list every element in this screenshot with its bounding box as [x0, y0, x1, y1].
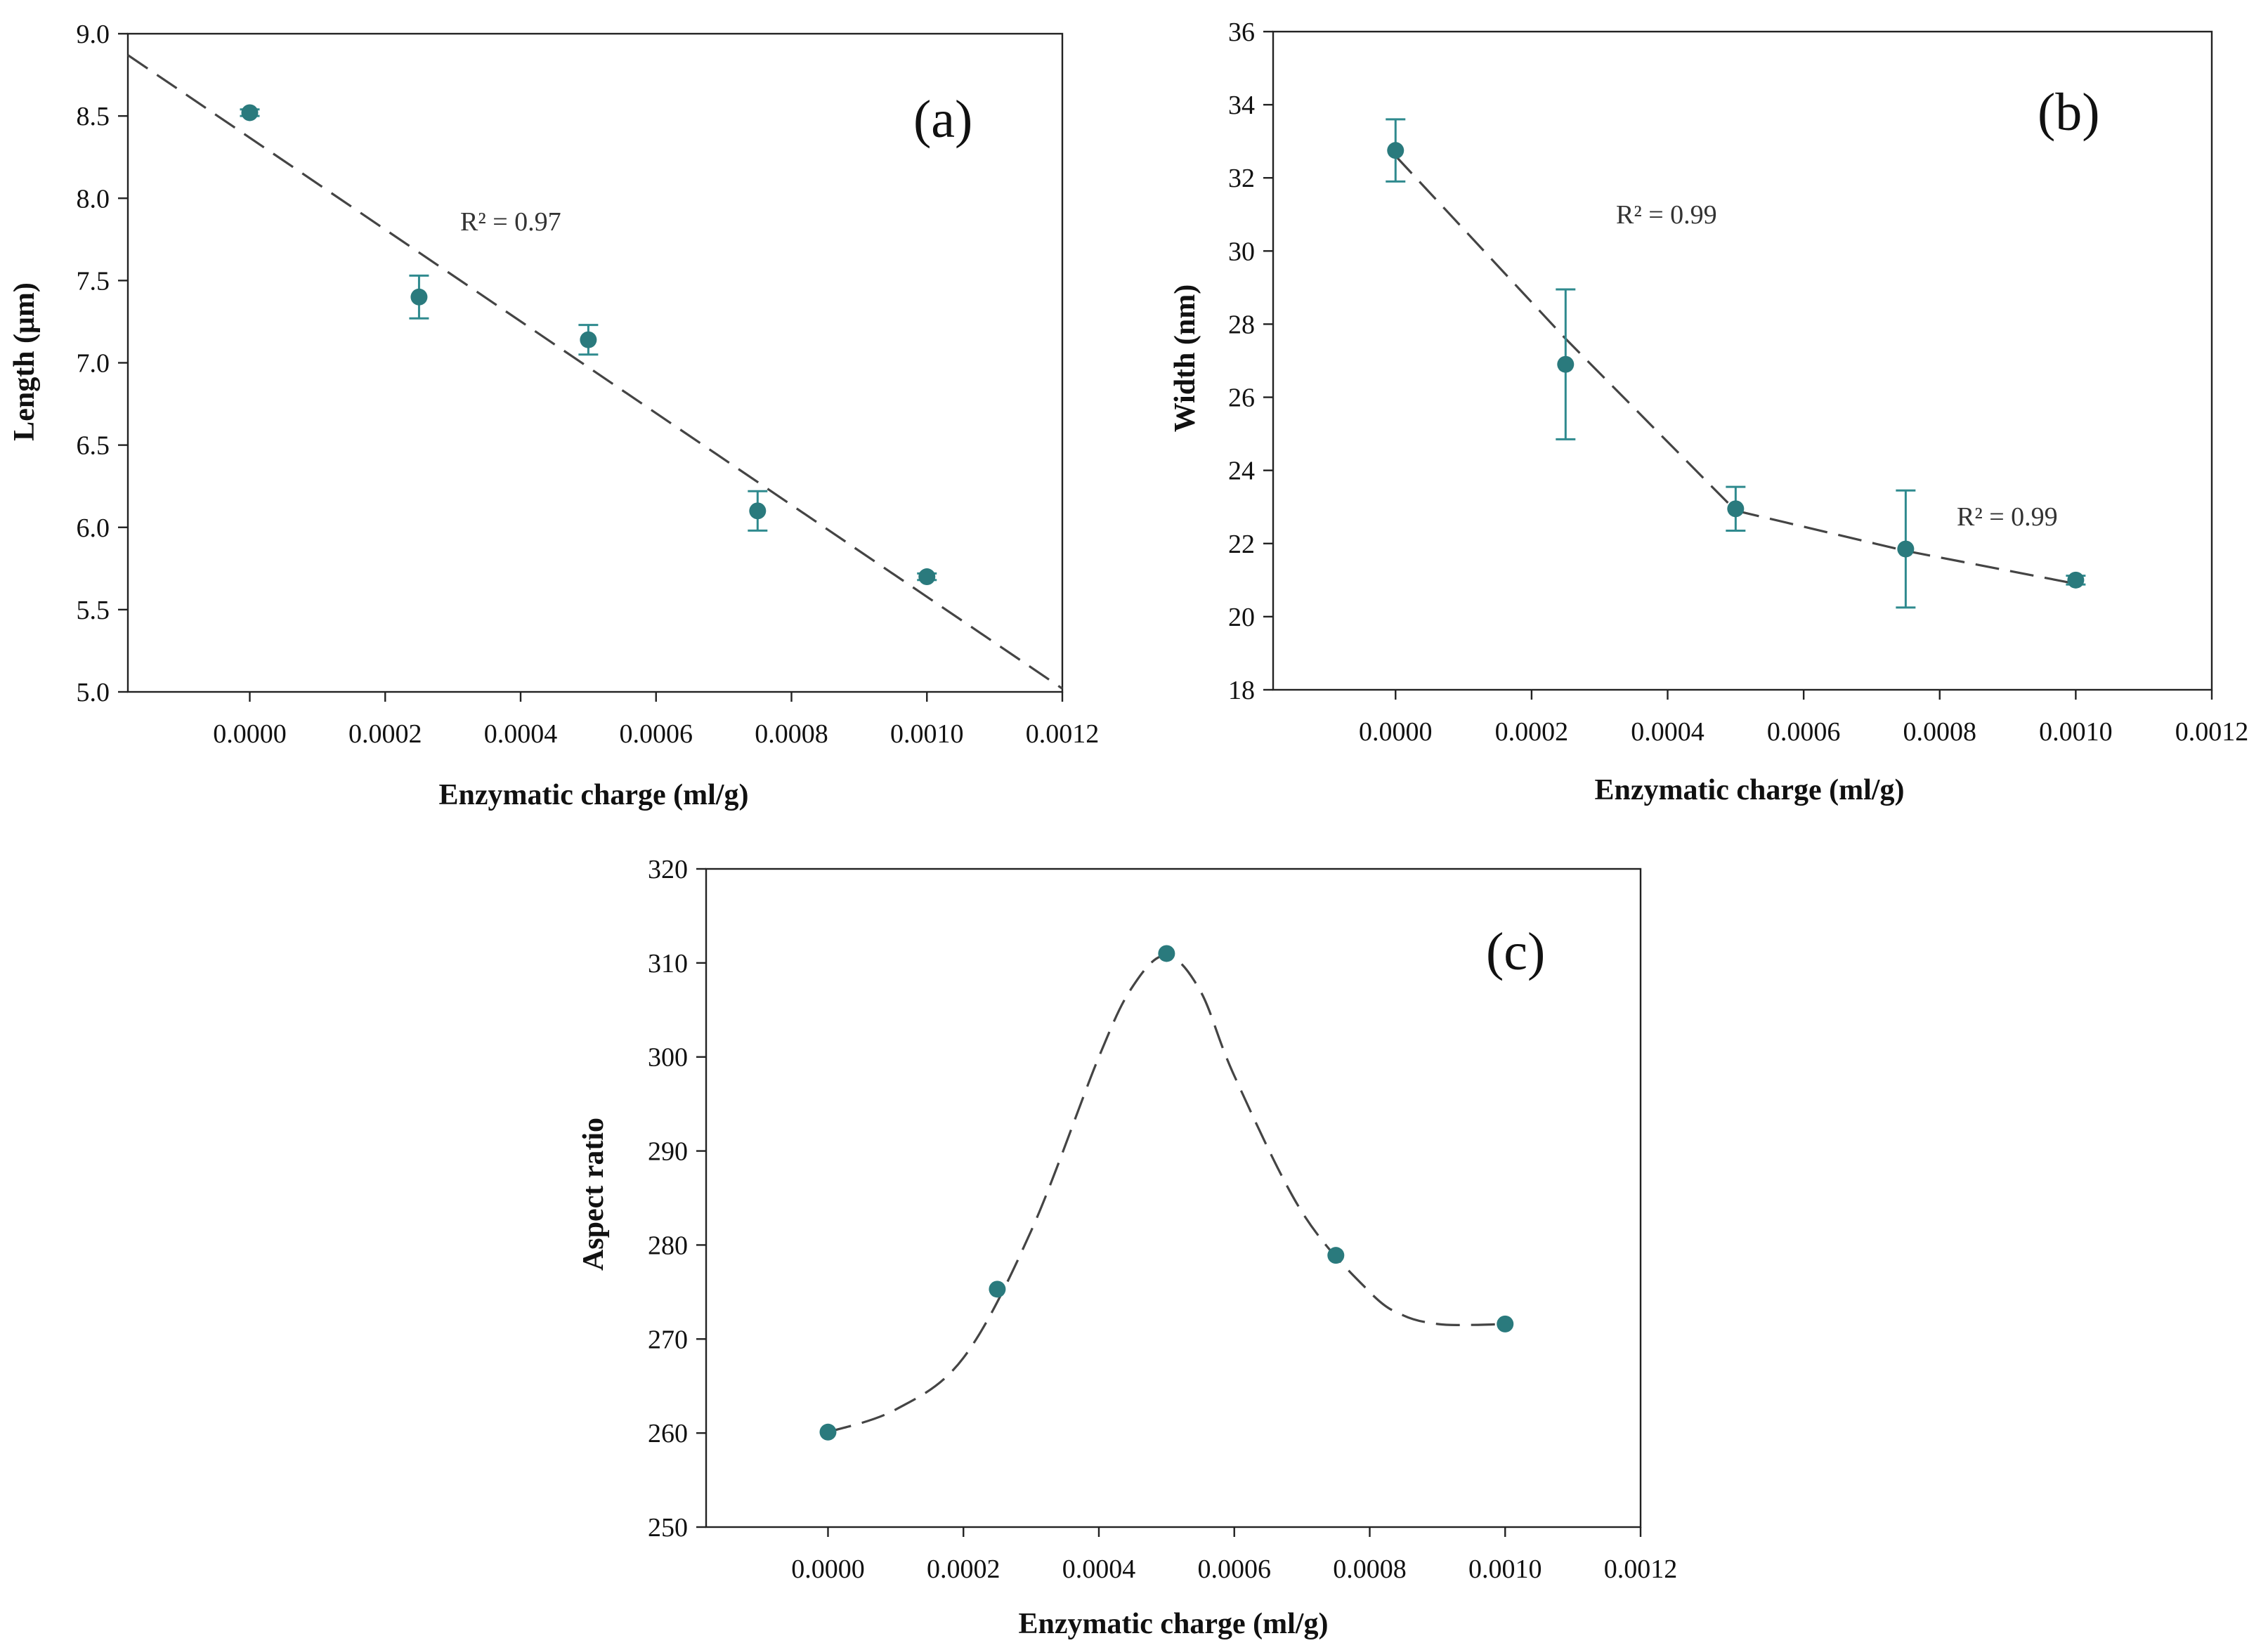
x-axis-title-c: Enzymatic charge (ml/g) [1019, 1608, 1329, 1640]
y-tick-label-c: 250 [648, 1513, 688, 1543]
data-point-b [1727, 500, 1745, 518]
y-axis-title-c: Aspect ratio [578, 1118, 610, 1271]
data-point-a [410, 288, 428, 306]
x-tick-label-b: 0.0006 [1767, 717, 1841, 747]
x-tick-label-a: 0.0008 [755, 719, 828, 749]
x-tick-label-a: 0.0002 [348, 719, 422, 749]
data-point-a [918, 568, 936, 586]
x-axis-title-b: Enzymatic charge (ml/g) [1595, 774, 1905, 806]
data-point-c [1158, 945, 1175, 962]
y-tick-label-c: 290 [648, 1137, 688, 1167]
data-point-a [749, 502, 767, 520]
x-tick-label-b: 0.0002 [1495, 717, 1569, 747]
data-point-b [1387, 142, 1405, 159]
x-tick-label-b: 0.0012 [2175, 717, 2249, 747]
data-point-c [1497, 1315, 1514, 1333]
data-point-b [1897, 540, 1915, 558]
x-tick-label-c: 0.0010 [1468, 1554, 1542, 1584]
y-tick-label-c: 260 [648, 1419, 688, 1448]
x-tick-label-c: 0.0006 [1197, 1554, 1271, 1584]
fit-line-b [1735, 509, 2076, 585]
data-point-c [1327, 1247, 1345, 1264]
y-tick-label-b: 22 [1228, 530, 1255, 559]
y-tick-label-b: 30 [1228, 237, 1255, 266]
x-tick-label-a: 0.0000 [213, 719, 287, 749]
y-tick-label-a: 8.0 [77, 184, 110, 214]
y-tick-label-b: 24 [1228, 457, 1255, 486]
y-tick-label-b: 28 [1228, 310, 1255, 339]
data-point-a [241, 104, 259, 122]
y-tick-label-c: 320 [648, 855, 688, 884]
data-point-c [989, 1281, 1006, 1298]
plot-frame-b [1272, 30, 2213, 691]
y-tick-label-a: 5.5 [77, 596, 110, 625]
r2-label-b-upper: R² = 0.99 [1616, 200, 1717, 230]
y-tick-label-a: 6.0 [77, 513, 110, 543]
x-tick-label-b: 0.0000 [1359, 717, 1433, 747]
x-tick-label-b: 0.0008 [1903, 717, 1977, 747]
y-axis-title-a: Length (μm) [8, 282, 41, 441]
y-tick-label-a: 9.0 [77, 20, 110, 49]
x-tick-label-a: 0.0006 [619, 719, 693, 749]
y-tick-label-c: 270 [648, 1325, 688, 1354]
x-tick-label-c: 0.0012 [1604, 1554, 1678, 1584]
data-point-b [2067, 571, 2085, 589]
y-tick-label-a: 7.5 [77, 266, 110, 296]
panel-label-a: (a) [913, 90, 972, 149]
chart-b: (b) R² = 0.99 R² = 0.99 Enzymatic charge… [1169, 18, 2248, 806]
data-point-a [580, 331, 597, 348]
y-tick-label-b: 32 [1228, 164, 1255, 193]
data-point-c [819, 1423, 837, 1441]
x-tick-label-b: 0.0004 [1631, 717, 1705, 747]
r2-label-a: R² = 0.97 [460, 207, 561, 237]
x-axis-title-a: Enzymatic charge (ml/g) [439, 779, 749, 811]
x-tick-label-a: 0.0004 [484, 719, 558, 749]
y-tick-label-a: 7.0 [77, 349, 110, 379]
y-tick-label-b: 20 [1228, 603, 1255, 632]
y-tick-label-b: 34 [1228, 91, 1255, 120]
plot-frame-c [705, 867, 1642, 1528]
data-point-b [1557, 355, 1575, 373]
y-tick-label-a: 6.5 [77, 431, 110, 461]
chart-c: (c) Enzymatic charge (ml/g) Aspect ratio… [578, 855, 1677, 1640]
x-tick-label-c: 0.0008 [1333, 1554, 1407, 1584]
chart-a: (a) R² = 0.97 Enzymatic charge (ml/g) Le… [8, 20, 1099, 811]
x-tick-label-a: 0.0012 [1026, 719, 1100, 749]
y-axis-title-b: Width (nm) [1169, 284, 1201, 432]
x-tick-label-c: 0.0002 [927, 1554, 1001, 1584]
panel-label-b: (b) [2038, 83, 2100, 142]
y-tick-label-b: 26 [1228, 384, 1255, 413]
y-tick-label-a: 5.0 [77, 678, 110, 707]
x-tick-label-b: 0.0010 [2039, 717, 2113, 747]
y-tick-label-b: 36 [1228, 18, 1255, 47]
fit-line-a [127, 54, 1063, 690]
panel-label-c: (c) [1486, 922, 1545, 981]
y-tick-label-c: 280 [648, 1231, 688, 1260]
y-tick-label-c: 300 [648, 1043, 688, 1073]
x-tick-label-c: 0.0000 [791, 1554, 865, 1584]
r2-label-b-lower: R² = 0.99 [1957, 502, 2058, 532]
x-tick-label-a: 0.0010 [890, 719, 964, 749]
fit-line-c [827, 954, 1506, 1434]
y-tick-label-a: 8.5 [77, 102, 110, 131]
y-tick-label-c: 310 [648, 949, 688, 978]
x-tick-label-c: 0.0004 [1062, 1554, 1136, 1584]
y-tick-label-b: 18 [1228, 676, 1255, 705]
